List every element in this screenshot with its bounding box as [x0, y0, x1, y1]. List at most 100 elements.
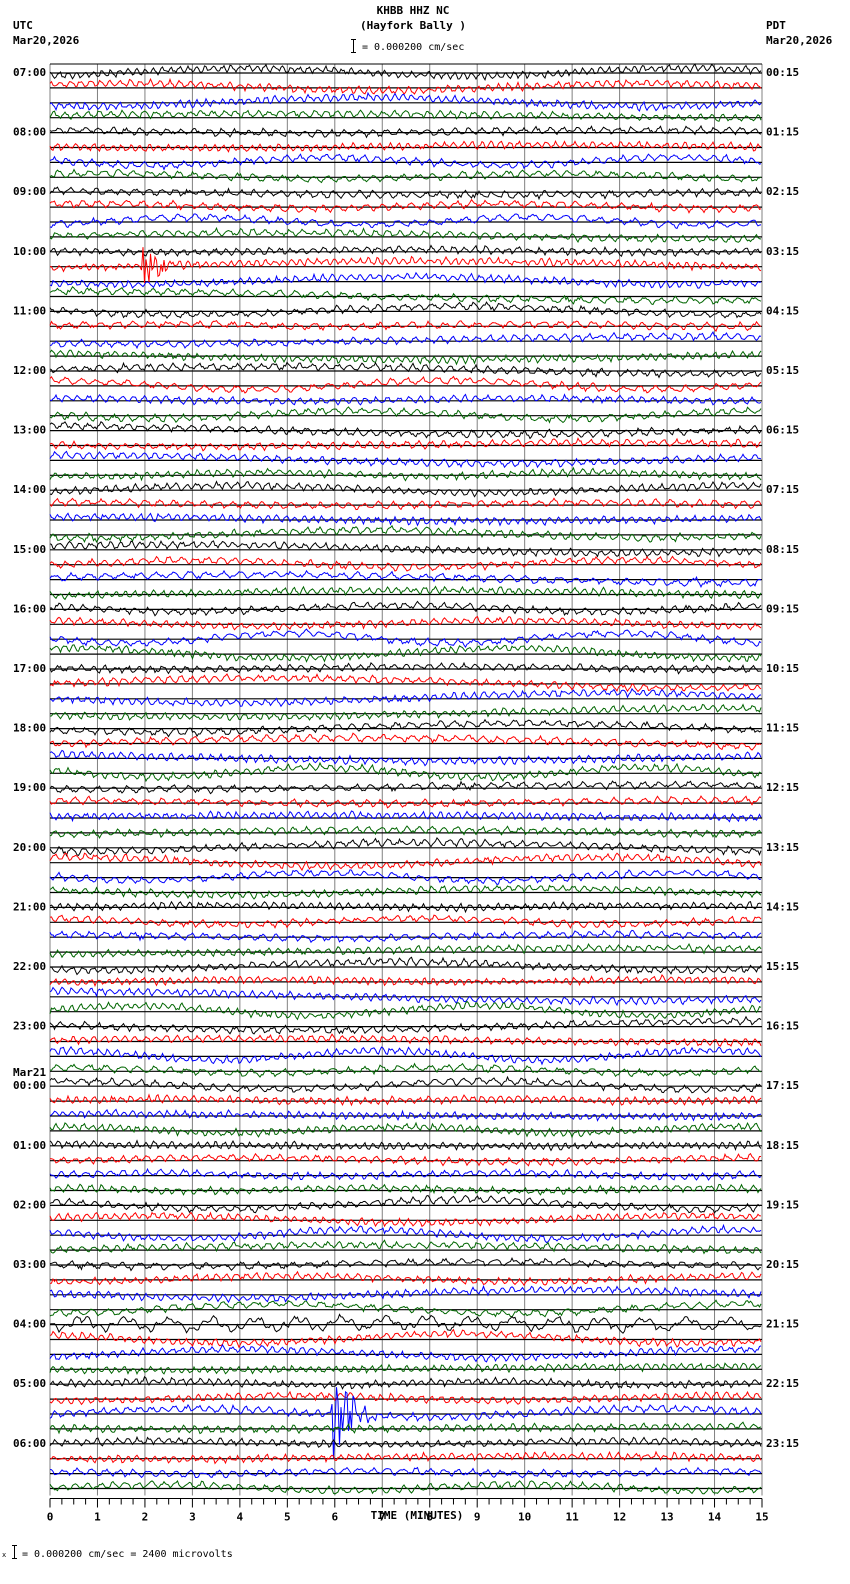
x-axis-label: TIME (MINUTES) [370, 1509, 464, 1522]
left-date: Mar20,2026 [13, 34, 80, 47]
trace-row [49, 600, 762, 617]
x-tick-label: 10 [518, 1511, 531, 1524]
trace-row [49, 1375, 762, 1390]
trace-row [49, 319, 762, 333]
trace-row [49, 974, 762, 988]
trace-row [49, 286, 762, 306]
pdt-hour-label: 23:15 [766, 1437, 799, 1450]
scale-bar-icon [351, 39, 359, 53]
trace-row [49, 661, 761, 675]
trace-row [49, 213, 762, 230]
trace-row [49, 1045, 762, 1066]
pdt-hour-label: 16:15 [766, 1020, 799, 1033]
trace-row [49, 186, 762, 201]
trace-row [49, 703, 762, 722]
pdt-hour-label: 07:15 [766, 483, 799, 496]
trace-row [49, 852, 762, 872]
trace-row [49, 466, 762, 482]
trace-row [49, 569, 762, 588]
trace-row [49, 1167, 762, 1181]
pdt-hour-label: 08:15 [766, 543, 799, 556]
trace-row [49, 198, 762, 214]
trace-row [49, 825, 762, 839]
x-tick-label: 0 [47, 1511, 54, 1524]
seismic-traces [49, 63, 762, 1495]
utc-hour-label: 19:00 [13, 781, 46, 794]
trace-row [49, 780, 762, 795]
trace-row [49, 1015, 762, 1035]
pdt-hour-label: 19:15 [766, 1198, 799, 1211]
trace-row [49, 1139, 762, 1152]
trace-row [49, 1284, 762, 1304]
pdt-hour-label: 04:15 [766, 304, 799, 317]
trace-row [49, 1211, 762, 1228]
utc-hour-label: 01:00 [13, 1139, 46, 1152]
trace-row [49, 986, 762, 1007]
trace-row [49, 884, 762, 900]
trace-row [49, 615, 762, 631]
trace-row [49, 1390, 762, 1406]
trace-row [49, 956, 762, 976]
utc-hour-label: 06:00 [13, 1437, 46, 1450]
utc-hour-label: 12:00 [13, 364, 46, 377]
trace-row [49, 749, 762, 767]
trace-row [49, 331, 762, 350]
trace-row [49, 644, 762, 663]
pdt-hour-label: 22:15 [766, 1377, 799, 1390]
trace-row [49, 943, 762, 959]
trace-row [49, 393, 762, 407]
trace-row [49, 585, 762, 601]
x-tick-label: 14 [708, 1511, 722, 1524]
trace-row [49, 1000, 762, 1021]
time-labels: 07:00 08:00 09:00 10:00 11:00 12:00 13:00 14:00… [13, 66, 799, 1450]
trace-row [49, 810, 762, 823]
header-location: (Hayfork Bally ) [360, 19, 466, 32]
footer-scale-bar-icon [12, 1545, 20, 1559]
trace-row [49, 1435, 762, 1449]
trace-row [49, 555, 762, 572]
utc-hour-label: 18:00 [13, 722, 46, 735]
utc-hour-label: 15:00 [13, 543, 46, 556]
trace-row [49, 869, 762, 886]
pdt-hour-label: 14:15 [766, 900, 799, 913]
trace-row [49, 91, 762, 112]
trace-row [49, 1343, 762, 1363]
trace-row [49, 1033, 762, 1047]
trace-row [49, 109, 762, 122]
pdt-hour-label: 00:15 [766, 66, 799, 79]
pdt-hour-label: 11:15 [766, 722, 799, 735]
utc-hour-label: 04:00 [13, 1318, 46, 1331]
scale-text: = 0.000200 cm/sec [362, 42, 465, 53]
trace-row [49, 1108, 762, 1122]
pdt-hour-label: 18:15 [766, 1139, 799, 1152]
utc-hour-label: 03:00 [13, 1258, 46, 1271]
trace-row [49, 1075, 762, 1094]
trace-row [49, 1152, 761, 1167]
trace-row [49, 271, 762, 289]
right-date: Mar20,2026 [766, 34, 833, 47]
trace-row [49, 1362, 762, 1376]
x-tick-label: 3 [189, 1511, 196, 1524]
trace-row [49, 512, 762, 527]
pdt-hour-label: 15:15 [766, 960, 799, 973]
trace-row [49, 1121, 762, 1139]
x-tick-label: 13 [660, 1511, 673, 1524]
x-tick-label: 15 [755, 1511, 768, 1524]
x-tick-label: 7 [379, 1511, 386, 1524]
trace-baselines [50, 72, 762, 1490]
trace-row [49, 361, 762, 379]
pdt-hour-label: 10:15 [766, 662, 799, 675]
trace-row [49, 406, 762, 424]
x-tick-label: 1 [94, 1511, 101, 1524]
trace-row [49, 153, 762, 171]
pdt-hour-label: 01:15 [766, 126, 799, 139]
trace-row [49, 375, 762, 394]
utc-hour-label: 14:00 [13, 483, 46, 496]
utc-hour-label: 00:00 [13, 1079, 46, 1092]
trace-row [49, 77, 762, 96]
utc-hour-label: 13:00 [13, 424, 46, 437]
pdt-hour-label: 02:15 [766, 185, 799, 198]
trace-row [49, 540, 762, 558]
trace-row [49, 244, 762, 258]
